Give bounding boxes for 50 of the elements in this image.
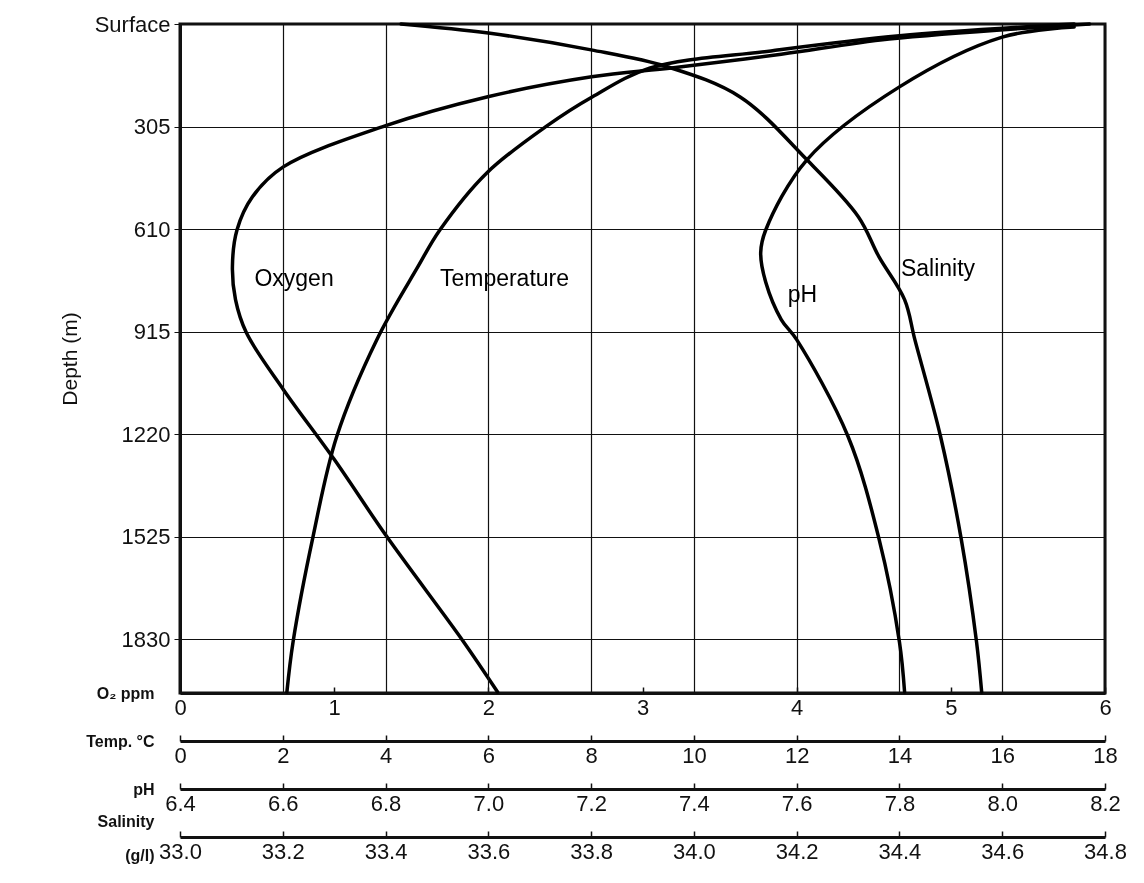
x-tick-label: 12 — [784, 742, 810, 768]
x-tick-label: 34.8 — [1084, 838, 1127, 864]
x-axis-title: O₂ ppm — [96, 684, 155, 702]
x-tick-label: 33.6 — [467, 838, 511, 864]
y-tick-label: 1830 — [121, 626, 171, 652]
x-tick-label: 6.8 — [370, 790, 402, 816]
x-tick-label: 4 — [379, 742, 393, 768]
x-tick-label: 18 — [1093, 742, 1118, 768]
x-tick-label: 0 — [174, 694, 187, 720]
x-tick-label: 33.4 — [364, 838, 408, 864]
x-tick-label: 2 — [482, 694, 495, 720]
x-tick-label: 34.4 — [878, 838, 922, 864]
x-tick-label: 7.8 — [884, 790, 916, 816]
x-tick-label: 6.6 — [267, 790, 299, 816]
y-tick-label: 1220 — [121, 421, 171, 447]
x-tick-label: 6 — [482, 742, 495, 768]
x-tick-label: 4 — [791, 694, 804, 720]
x-tick-label: 8 — [585, 742, 598, 768]
x-tick-label: 5 — [945, 694, 958, 720]
x-axis-title: Salinity (g/l) — [97, 812, 155, 864]
y-tick-label: 1525 — [121, 524, 171, 550]
x-tick-label: 8.2 — [1090, 790, 1121, 816]
x-tick-label: 7.4 — [679, 790, 710, 816]
y-tick-label: 915 — [133, 319, 171, 345]
x-tick-label: 14 — [887, 742, 913, 768]
y-tick-label: 610 — [133, 216, 171, 242]
x-tick-label: 7.6 — [781, 790, 813, 816]
y-tick-label: 305 — [133, 114, 171, 140]
x-tick-label: 34.2 — [775, 838, 819, 864]
x-tick-label: 1 — [328, 694, 341, 720]
y-tick-label: Surface — [94, 11, 171, 37]
x-tick-label: 34.6 — [981, 838, 1025, 864]
x-tick-label: 33.0 — [159, 838, 202, 864]
x-tick-label: 8.0 — [987, 790, 1019, 816]
y-axis-title: Depth (m) — [57, 312, 81, 406]
x-tick-label: 33.2 — [261, 838, 305, 864]
x-tick-label: 6 — [1099, 694, 1112, 720]
x-axis-title: Temp. °C — [86, 732, 155, 750]
x-tick-label: 10 — [682, 742, 707, 768]
x-tick-label: 2 — [277, 742, 290, 768]
x-tick-label: 16 — [990, 742, 1015, 768]
x-tick-label: 0 — [174, 742, 187, 768]
x-tick-label: 33.8 — [570, 838, 614, 864]
x-tick-label: 3 — [636, 694, 650, 720]
x-tick-label: 34.0 — [672, 838, 716, 864]
x-tick-label: 7.2 — [576, 790, 607, 816]
x-tick-label: 6.4 — [165, 790, 196, 816]
series-label: Salinity — [900, 254, 976, 281]
x-axis-title: pH — [133, 780, 155, 798]
x-tick-label: 7.0 — [473, 790, 505, 816]
